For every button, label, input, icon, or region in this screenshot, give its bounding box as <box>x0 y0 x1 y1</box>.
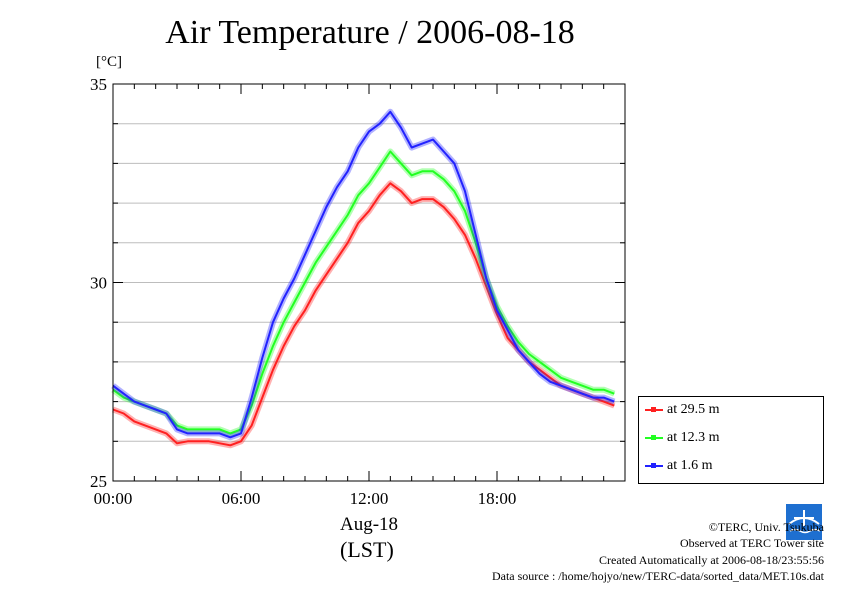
y-axis-unit: [°C] <box>96 54 122 70</box>
legend-item-1m: at 1.6 m <box>645 458 713 474</box>
footer-created: Created Automatically at 2006-08-18/23:5… <box>599 552 824 567</box>
y-tick-label: 25 <box>90 472 107 491</box>
footer-source: Data source : /home/hojyo/new/TERC-data/… <box>491 568 824 583</box>
legend-item-12m: at 12.3 m <box>645 430 720 446</box>
x-tick-label: 00:00 <box>94 489 133 508</box>
axis-ticks: 25 30 35 00:00 06:00 12:00 18:00 <box>90 75 626 508</box>
chart-title: Air Temperature / 2006-08-18 <box>165 14 575 51</box>
footer-credits: ©TERC, Univ. Tsukuba Observed at TERC To… <box>492 519 824 584</box>
terc-logo-icon <box>786 504 822 540</box>
series-band-2 <box>111 108 616 441</box>
series-band-0 <box>111 180 616 449</box>
legend-item-29m: at 29.5 m <box>645 402 720 418</box>
x-axis-timezone: (LST) <box>340 537 394 562</box>
footer-copyright: ©TERC, Univ. Tsukuba <box>708 520 824 534</box>
legend-swatch-1m <box>645 463 663 468</box>
legend-label-1m: at 1.6 m <box>667 458 713 473</box>
x-tick-label: 12:00 <box>350 489 389 508</box>
footer-site: Observed at TERC Tower site <box>679 536 824 551</box>
x-tick-label: 06:00 <box>222 489 261 508</box>
series-line-0 <box>112 182 615 447</box>
series-line-2 <box>112 110 615 439</box>
series-band-1 <box>111 148 616 437</box>
legend-swatch-29m <box>645 407 663 412</box>
legend-swatch-12m <box>645 435 663 440</box>
legend-label-12m: at 12.3 m <box>667 430 720 445</box>
x-tick-label: 18:00 <box>478 489 517 508</box>
y-tick-label: 35 <box>90 75 107 94</box>
legend: at 29.5 m at 12.3 m at 1.6 m <box>638 396 824 484</box>
gridlines <box>113 123 625 442</box>
series-line-1 <box>112 150 615 435</box>
y-tick-label: 30 <box>90 274 107 293</box>
x-axis-date: Aug-18 <box>340 514 399 535</box>
series-lines <box>111 108 616 449</box>
legend-label-29m: at 29.5 m <box>667 402 720 417</box>
